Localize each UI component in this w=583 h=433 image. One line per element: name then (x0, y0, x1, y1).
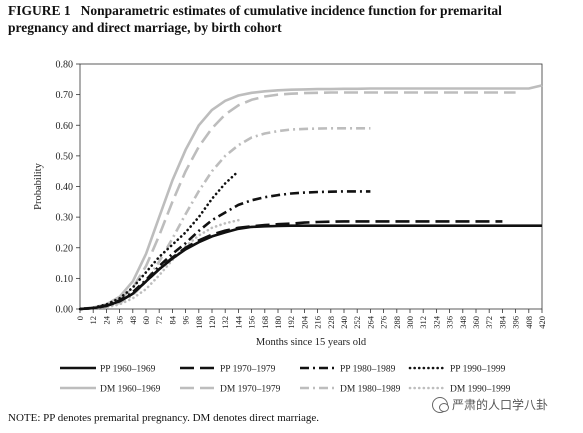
y-tick-label: 0.10 (56, 274, 74, 285)
series-line-2 (79, 190, 371, 311)
x-tick-label: 132 (220, 316, 230, 329)
x-tick-label: 168 (260, 316, 270, 329)
figure-title: FIGURE 1 Nonparametric estimates of cumul… (8, 2, 528, 36)
x-tick-label: 348 (458, 316, 468, 329)
y-tick-label: 0.50 (56, 151, 74, 162)
legend-label-1: PP 1970–1979 (220, 365, 276, 375)
series-line-3 (78, 169, 240, 311)
x-tick-label: 108 (194, 316, 204, 329)
series-line-0 (79, 224, 542, 311)
y-tick-label: 0.30 (56, 213, 74, 224)
plot-frame (79, 63, 543, 310)
x-tick-label: 324 (431, 315, 441, 329)
x-tick-label: 396 (511, 316, 521, 329)
x-tick-label: 0 (75, 316, 85, 320)
legend-label-3: PP 1990–1999 (450, 365, 506, 375)
x-tick-label: 192 (286, 316, 296, 329)
x-tick-label: 288 (392, 316, 402, 329)
x-tick-label: 300 (405, 316, 415, 329)
x-tick-label: 72 (154, 316, 164, 325)
x-tick-label: 372 (484, 316, 494, 329)
series-line-4 (79, 84, 543, 311)
x-tick-label: 48 (128, 316, 138, 325)
legend-label-0: PP 1960–1969 (100, 365, 156, 375)
x-tick-label: 84 (167, 315, 177, 324)
y-tick-label: 0.60 (56, 121, 74, 132)
y-tick-label: 0.00 (56, 305, 74, 316)
x-tick-label: 36 (115, 316, 125, 325)
series-line-7 (78, 218, 240, 311)
x-axis-title: Months since 15 years old (256, 337, 367, 348)
y-tick-label: 0.70 (56, 90, 74, 101)
x-tick-label: 204 (299, 315, 309, 329)
watermark-text: 严肃的人口学八卦 (452, 398, 549, 412)
y-tick-label: 0.40 (56, 182, 74, 193)
x-tick-label: 408 (524, 316, 534, 329)
x-tick-label: 216 (313, 316, 323, 329)
figure-label: FIGURE 1 (8, 3, 71, 18)
series-layer (78, 84, 543, 311)
legend-label-6: DM 1980–1989 (340, 385, 401, 395)
figure-title-text: Nonparametric estimates of cumulative in… (8, 3, 502, 35)
x-tick-label: 312 (418, 316, 428, 329)
x-tick-label: 120 (207, 316, 217, 329)
wechat-icon (432, 396, 449, 413)
y-tick-label: 0.80 (56, 60, 74, 71)
watermark: 严肃的人口学八卦 (432, 396, 548, 413)
x-tick-label: 336 (445, 316, 455, 329)
y-axis-title: Probability (33, 162, 44, 209)
x-tick-label: 252 (352, 316, 362, 329)
x-tick-label: 420 (537, 316, 547, 329)
legend: PP 1960–1969 PP 1970–1979 PP 1980–1989 PP 1… (60, 365, 511, 395)
x-tick-label: 360 (471, 316, 481, 329)
figure-note: NOTE: PP denotes premarital pregnancy. D… (8, 412, 320, 424)
legend-label-7: DM 1990–1999 (450, 385, 511, 395)
legend-label-2: PP 1980–1989 (340, 365, 396, 375)
legend-label-4: DM 1960–1969 (100, 385, 161, 395)
series-line-6 (79, 127, 371, 311)
axes: 0.000.100.200.300.400.500.600.700.800 12 2… (33, 60, 547, 349)
x-tick-label: 264 (365, 315, 375, 329)
x-tick-label: 180 (273, 316, 283, 329)
y-tick-label: 0.20 (56, 243, 74, 254)
x-tick-label: 276 (379, 316, 389, 329)
legend-label-5: DM 1970–1979 (220, 385, 281, 395)
x-tick-label: 240 (339, 316, 349, 329)
x-tick-label: 144 (233, 315, 243, 329)
series-line-5 (79, 91, 516, 311)
x-tick-label: 384 (497, 315, 507, 329)
x-tick-label: 12 (88, 316, 98, 325)
x-tick-label: 156 (247, 316, 257, 329)
x-tick-label: 60 (141, 316, 151, 325)
series-line-1 (79, 220, 503, 311)
x-tick-label: 96 (181, 316, 191, 325)
x-tick-label: 228 (326, 316, 336, 329)
x-tick-label: 24 (101, 315, 111, 324)
